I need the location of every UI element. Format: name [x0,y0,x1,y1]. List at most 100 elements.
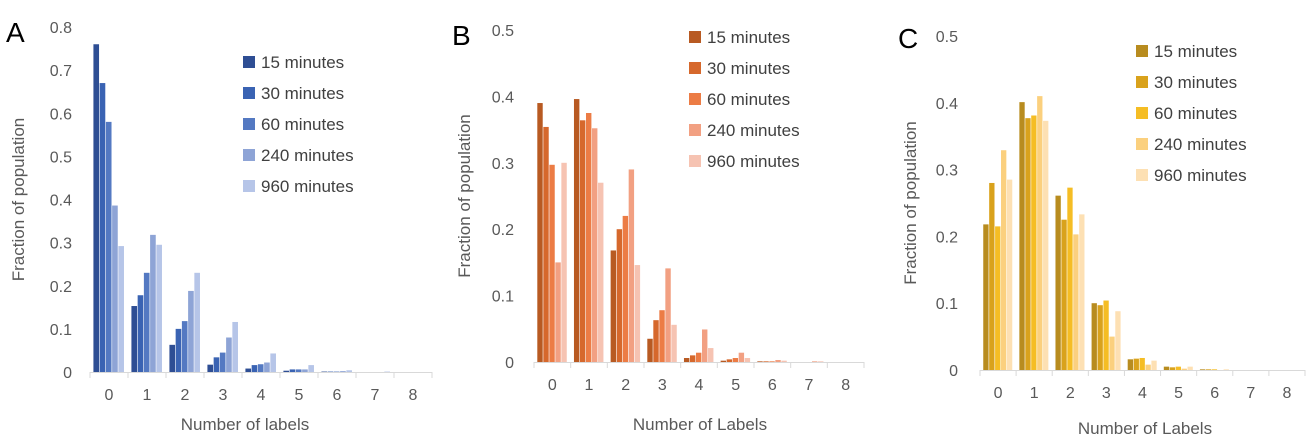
bar-30-minutes-6 [763,361,769,362]
legend-entry: 60 minutes [707,90,790,109]
x-tick-label: 6 [768,377,777,394]
x-tick-label: 3 [219,387,228,404]
legend-entry: 60 minutes [1154,104,1237,123]
bar-960-minutes-0 [561,162,567,362]
bar-15-minutes-5 [720,360,727,362]
legend-swatch [243,149,255,161]
bar-60-minutes-2 [181,321,188,372]
bar-240-minutes-3 [665,268,671,362]
y-tick-label: 0.4 [936,96,958,113]
bar-60-minutes-3 [659,310,665,362]
y-axis-label: Fraction of population [901,121,920,285]
x-tick-label: 5 [731,377,740,394]
legend-swatch [689,155,701,167]
legend-entry: 30 minutes [1154,73,1237,92]
bar-60-minutes-6 [769,361,775,362]
bar-960-minutes-1 [598,182,604,362]
y-tick-label: 0.2 [936,229,958,246]
bar-30-minutes-3 [1097,305,1103,370]
bar-960-minutes-4 [1151,360,1157,370]
bar-15-minutes-6 [757,361,763,362]
bar-30-minutes-4 [689,355,696,362]
panel-label: C [898,23,918,54]
legend-swatch [689,124,701,136]
bar-240-minutes-2 [1073,234,1079,370]
x-tick-label: 7 [805,377,814,394]
bar-60-minutes-5 [295,369,302,372]
panel-label: A [6,17,25,48]
bar-960-minutes-3 [671,324,677,362]
bar-60-minutes-1 [1031,115,1037,370]
bar-15-minutes-5 [283,370,290,372]
bar-30-minutes-4 [251,365,258,372]
legend-swatch [1136,107,1148,119]
bar-15-minutes-1 [573,99,580,362]
bar-60-minutes-2 [1067,187,1073,370]
x-tick-label: 0 [105,387,114,404]
bar-240-minutes-1 [592,128,598,362]
bar-960-minutes-2 [634,265,641,362]
legend-entry: 60 minutes [261,115,344,134]
chart-panel-A: A 0 0.1 0.2 0.3 0.4 0.5 0.6 0.7 0.8 0 1 2 3 4 5 6 7 8 Numbe… [6,17,433,434]
bar-15-minutes-0 [537,103,543,362]
x-axis-label: Number of Labels [1078,419,1212,438]
bar-240-minutes-3 [1109,336,1115,370]
bar-30-minutes-5 [1169,367,1176,370]
legend-swatch [1136,76,1148,88]
legend-swatch [243,180,255,192]
x-axis-label: Number of Labels [633,415,767,434]
legend-entry: 30 minutes [707,59,790,78]
bar-15-minutes-3 [207,364,214,372]
y-tick-label: 0.1 [50,322,72,339]
bar-30-minutes-5 [726,359,733,362]
bar-30-minutes-2 [175,328,182,372]
bar-240-minutes-3 [226,337,232,372]
bar-960-minutes-4 [270,353,276,372]
legend-entry: 240 minutes [707,121,800,140]
bar-240-minutes-6 [775,360,781,362]
bar-240-minutes-4 [702,329,708,362]
y-tick-label: 0.2 [492,222,514,239]
bar-60-minutes-4 [257,364,264,372]
bar-960-minutes-3 [1115,311,1121,370]
x-tick-label: 1 [1030,385,1039,402]
legend-entry: 30 minutes [261,84,344,103]
legend-entry: 960 minutes [1154,166,1247,185]
y-tick-label: 0.3 [936,163,958,180]
y-tick-label: 0.5 [50,149,72,166]
bar-960-minutes-0 [118,246,124,372]
bar-240-minutes-5 [1181,368,1187,370]
y-tick-label: 0.1 [936,296,958,313]
x-tick-label: 5 [295,387,304,404]
bar-15-minutes-5 [1163,366,1170,370]
bar-240-minutes-4 [264,362,270,372]
bar-15-minutes-3 [1091,303,1097,370]
panel-label: B [452,20,471,51]
bar-60-minutes-1 [143,272,150,372]
x-axis-label: Number of labels [181,415,310,434]
bar-15-minutes-1 [131,306,138,372]
bar-30-minutes-0 [99,83,106,372]
legend-swatch [1136,45,1148,57]
bar-960-minutes-7 [818,361,824,362]
y-tick-label: 0.5 [936,29,958,46]
bar-15-minutes-4 [1127,359,1134,370]
legend-swatch [689,31,701,43]
bar-960-minutes-5 [1187,366,1193,370]
bar-960-minutes-6 [781,360,787,362]
bar-960-minutes-2 [194,272,200,372]
legend-swatch [1136,138,1148,150]
bar-30-minutes-0 [543,126,549,362]
legend-entry: 960 minutes [707,152,800,171]
x-tick-label: 8 [841,377,850,394]
x-tick-label: 4 [257,387,266,404]
bar-240-minutes-1 [150,234,156,372]
x-tick-label: 6 [1210,385,1219,402]
bar-60-minutes-0 [105,121,112,372]
x-tick-label: 4 [1138,385,1147,402]
y-axis-label: Fraction of population [9,118,28,282]
bar-960-minutes-1 [156,244,162,372]
bar-60-minutes-5 [1175,366,1181,370]
x-tick-label: 7 [1246,385,1255,402]
